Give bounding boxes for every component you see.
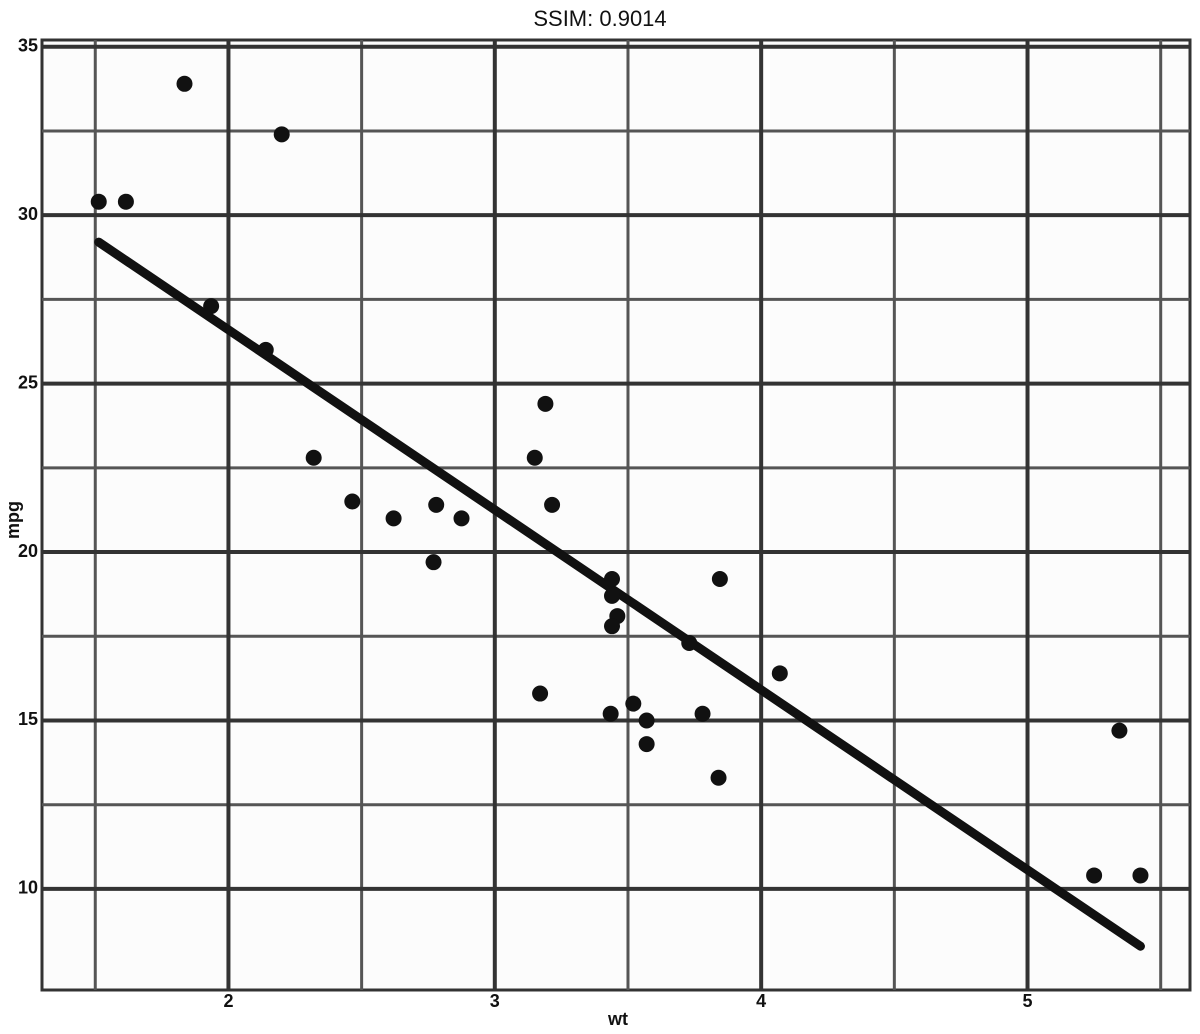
point xyxy=(385,510,402,527)
point xyxy=(257,341,274,358)
y-tick-label: 30 xyxy=(18,204,38,224)
point xyxy=(526,449,543,466)
point xyxy=(638,736,655,753)
point xyxy=(604,571,621,588)
point xyxy=(1111,722,1128,739)
point xyxy=(771,665,788,682)
x-axis-label: wt xyxy=(607,1009,628,1029)
y-tick-label: 35 xyxy=(18,35,38,55)
point xyxy=(681,635,698,652)
point xyxy=(694,705,711,722)
point xyxy=(203,298,220,315)
point xyxy=(604,618,621,635)
point xyxy=(532,685,549,702)
y-tick-label: 10 xyxy=(18,878,38,898)
point xyxy=(1132,867,1149,884)
point xyxy=(710,769,727,786)
x-tick-label: 5 xyxy=(1023,991,1033,1011)
point xyxy=(711,571,728,588)
y-axis-label: mpg xyxy=(3,501,23,539)
point xyxy=(625,695,642,712)
point xyxy=(604,587,621,604)
point xyxy=(537,395,554,412)
point xyxy=(90,193,107,210)
y-tick-label: 20 xyxy=(18,541,38,561)
plot-area xyxy=(40,38,1192,992)
point xyxy=(117,193,134,210)
point xyxy=(453,510,470,527)
x-tick-label: 4 xyxy=(756,991,766,1011)
point xyxy=(638,712,655,729)
point xyxy=(428,496,445,513)
point xyxy=(1086,867,1103,884)
point xyxy=(425,554,442,571)
x-tick-label: 2 xyxy=(223,991,233,1011)
y-tick-label: 15 xyxy=(18,709,38,729)
point xyxy=(344,493,361,510)
point xyxy=(305,449,322,466)
point xyxy=(273,126,290,143)
chart-title: SSIM: 0.9014 xyxy=(533,6,666,31)
y-tick-label: 25 xyxy=(18,372,38,392)
point xyxy=(176,75,193,92)
point xyxy=(544,496,561,513)
point xyxy=(602,705,619,722)
x-tick-label: 3 xyxy=(490,991,500,1011)
